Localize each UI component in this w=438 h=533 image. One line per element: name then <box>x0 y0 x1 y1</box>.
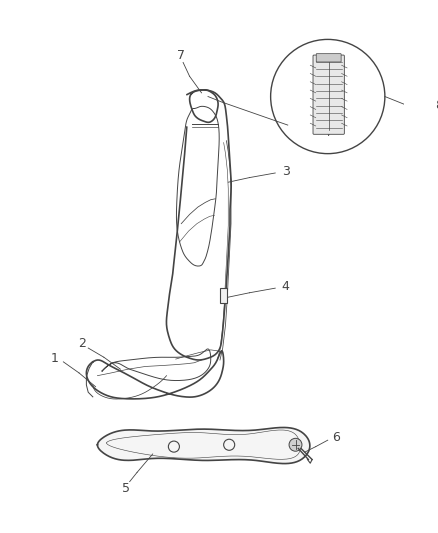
Text: 1: 1 <box>50 352 58 365</box>
Text: 2: 2 <box>78 337 86 350</box>
Bar <box>220 288 227 303</box>
Text: 8: 8 <box>435 99 438 112</box>
Text: 5: 5 <box>122 482 130 495</box>
Text: 3: 3 <box>282 165 290 177</box>
Text: 7: 7 <box>177 50 185 62</box>
Circle shape <box>289 438 302 451</box>
Text: 6: 6 <box>332 431 340 444</box>
Polygon shape <box>97 427 310 464</box>
FancyBboxPatch shape <box>316 54 341 62</box>
Text: 4: 4 <box>282 280 290 293</box>
FancyBboxPatch shape <box>313 55 344 134</box>
